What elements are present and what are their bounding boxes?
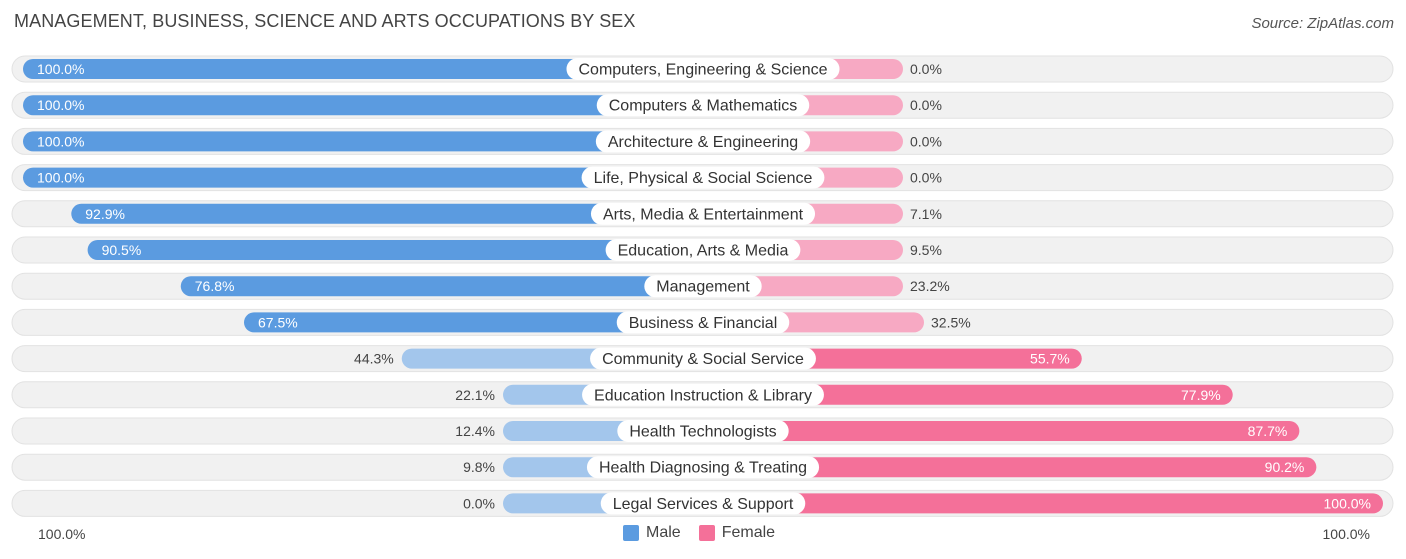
category-label: Health Diagnosing & Treating: [599, 460, 807, 477]
chart-row: Architecture & Engineering 100.0% 0.0%: [11, 127, 1394, 155]
category-label: Life, Physical & Social Science: [594, 170, 813, 187]
category-label-bg: [595, 130, 811, 153]
male-bar: [180, 276, 703, 297]
chart-row: Legal Services & Support 0.0% 100.0%: [11, 489, 1394, 517]
male-bar: [23, 167, 703, 188]
category-label: Legal Services & Support: [613, 496, 794, 513]
category-label-bg: [582, 383, 824, 406]
female-value-label: 87.7%: [1248, 423, 1288, 439]
category-label-bg: [605, 239, 801, 261]
axis-left-label: 100.0%: [38, 526, 86, 542]
male-bar: [23, 59, 703, 79]
category-label: Community & Social Service: [602, 351, 804, 368]
legend-item-male[interactable]: Male: [623, 524, 681, 542]
female-value-label: 32.5%: [931, 314, 971, 330]
chart-row: Arts, Media & Entertainment 92.9% 7.1%: [11, 200, 1394, 228]
chart-row: Education Instruction & Library 22.1% 77.9…: [11, 381, 1394, 409]
category-label-bg: [581, 166, 825, 189]
chart-row: Computers & Mathematics 100.0% 0.0%: [11, 91, 1394, 119]
chart-title: MANAGEMENT, BUSINESS, SCIENCE AND ARTS O…: [14, 11, 636, 31]
category-label-bg: [586, 456, 820, 479]
category-label-bg: [596, 94, 810, 117]
female-value-label: 0.0%: [910, 61, 942, 77]
category-label: Architecture & Engineering: [608, 134, 798, 151]
category-label-bg: [590, 347, 816, 370]
male-value-label: 76.8%: [195, 278, 235, 294]
category-label: Arts, Media & Entertainment: [603, 206, 804, 223]
chart-row: Health Diagnosing & Treating 9.8% 90.2%: [11, 453, 1394, 481]
male-bar: [71, 203, 703, 224]
female-value-label: 0.0%: [910, 133, 942, 149]
category-label-bg: [644, 275, 762, 298]
male-value-label: 12.4%: [455, 423, 495, 439]
chart-row: Education, Arts & Media 90.5% 9.5%: [11, 236, 1394, 264]
category-label: Education Instruction & Library: [594, 387, 812, 404]
male-value-label: 92.9%: [85, 206, 125, 222]
female-bar: [703, 421, 1300, 441]
category-label: Computers & Mathematics: [609, 98, 798, 115]
chart-row: Computers, Engineering & Science 100.0% 0.…: [11, 55, 1394, 83]
male-bar: [23, 95, 703, 116]
source-note: Source: ZipAtlas.com: [1251, 15, 1394, 32]
male-value-label: 9.8%: [463, 459, 495, 475]
category-label: Management: [656, 279, 750, 296]
female-value-label: 7.1%: [910, 206, 942, 222]
female-value-label: 0.0%: [910, 170, 942, 186]
female-value-label: 90.2%: [1265, 459, 1305, 475]
legend-item-female[interactable]: Female: [698, 524, 776, 542]
female-value-label: 55.7%: [1030, 351, 1070, 367]
female-swatch: [698, 525, 715, 541]
female-value-label: 9.5%: [910, 242, 942, 258]
bar-chart: Computers, Engineering & Science 100.0% 0.…: [11, 55, 1394, 517]
male-bar: [87, 240, 704, 260]
category-label: Health Technologists: [629, 424, 776, 441]
female-bar: [703, 493, 1383, 514]
male-bar: [244, 312, 703, 333]
female-value-label: 100.0%: [1324, 495, 1371, 511]
male-bar: [23, 131, 703, 152]
male-value-label: 0.0%: [463, 495, 495, 511]
category-label: Education, Arts & Media: [618, 243, 789, 260]
male-value-label: 100.0%: [37, 133, 84, 149]
male-value-label: 100.0%: [37, 97, 84, 113]
female-value-label: 77.9%: [1181, 387, 1221, 403]
legend-male-label: Male: [646, 524, 681, 541]
category-label-bg: [600, 492, 806, 515]
category-label-bg: [590, 202, 816, 225]
male-value-label: 67.5%: [258, 314, 298, 330]
male-value-label: 22.1%: [455, 387, 495, 403]
category-label-bg: [566, 58, 840, 80]
male-value-label: 100.0%: [37, 170, 84, 186]
female-bar: [703, 457, 1317, 478]
category-label-bg: [616, 311, 790, 334]
category-label-bg: [617, 420, 789, 442]
category-label: Business & Financial: [629, 315, 778, 332]
axis-right-label: 100.0%: [1322, 526, 1370, 542]
male-value-label: 100.0%: [37, 61, 84, 77]
legend: Male Female: [623, 524, 785, 542]
chart-row: Business & Financial 67.5% 32.5%: [11, 308, 1394, 336]
chart-row: Community & Social Service 44.3% 55.7%: [11, 345, 1394, 373]
chart-row: Management 76.8% 23.2%: [11, 272, 1394, 300]
female-bar: [703, 384, 1233, 405]
female-value-label: 23.2%: [910, 278, 950, 294]
female-value-label: 0.0%: [910, 97, 942, 113]
male-value-label: 90.5%: [102, 242, 142, 258]
chart-row: Health Technologists 12.4% 87.7%: [11, 417, 1394, 445]
legend-female-label: Female: [721, 524, 776, 541]
chart-row: Life, Physical & Social Science 100.0% 0.0…: [11, 164, 1394, 192]
male-swatch: [623, 525, 639, 541]
category-label: Computers, Engineering & Science: [578, 62, 827, 79]
male-value-label: 44.3%: [354, 351, 394, 367]
